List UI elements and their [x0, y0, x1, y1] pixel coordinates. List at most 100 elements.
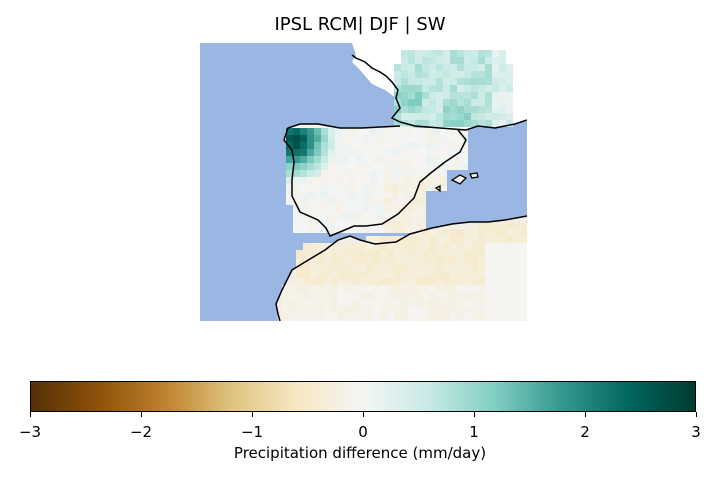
grid-cell	[520, 285, 527, 292]
grid-cell	[485, 57, 492, 64]
grid-cell	[429, 236, 436, 243]
coastline-iberia	[283, 119, 527, 237]
grid-cell	[457, 250, 464, 257]
grid-cell	[422, 78, 429, 85]
grid-cell	[419, 205, 426, 212]
grid-cell	[492, 92, 499, 99]
grid-cell	[457, 50, 464, 57]
grid-cell	[499, 299, 506, 306]
grid-cell	[328, 163, 335, 170]
grid-cell	[422, 271, 429, 278]
grid-cell	[317, 243, 324, 250]
grid-cell	[422, 278, 429, 285]
grid-cell	[513, 243, 520, 250]
grid-cell	[422, 243, 429, 250]
grid-cell	[443, 250, 450, 257]
iberia-anomaly-cells	[286, 128, 468, 233]
grid-cell	[387, 250, 394, 257]
grid-cell	[391, 170, 398, 177]
grid-cell	[307, 128, 314, 135]
grid-cell	[394, 250, 401, 257]
grid-cell	[450, 320, 457, 321]
grid-cell	[331, 257, 338, 264]
grid-cell	[310, 264, 317, 271]
grid-cell	[300, 135, 307, 142]
grid-cell	[520, 313, 527, 320]
grid-cell	[450, 92, 457, 99]
grid-cell	[286, 149, 293, 156]
grid-cell	[384, 170, 391, 177]
grid-cell	[464, 285, 471, 292]
grid-cell	[457, 299, 464, 306]
grid-cell	[485, 99, 492, 106]
grid-cell	[426, 184, 433, 191]
grid-cell	[499, 222, 506, 229]
grid-cell	[349, 163, 356, 170]
grid-cell	[520, 271, 527, 278]
grid-cell	[363, 128, 370, 135]
grid-cell	[429, 264, 436, 271]
grid-cell	[478, 243, 485, 250]
grid-cell	[464, 57, 471, 64]
grid-cell	[485, 229, 492, 236]
grid-cell	[457, 292, 464, 299]
grid-cell	[513, 299, 520, 306]
grid-cell	[464, 236, 471, 243]
grid-cell	[520, 250, 527, 257]
grid-cell	[373, 292, 380, 299]
grid-cell	[307, 177, 314, 184]
grid-cell	[450, 271, 457, 278]
grid-cell	[310, 285, 317, 292]
grid-cell	[408, 285, 415, 292]
grid-cell	[513, 285, 520, 292]
grid-cell	[405, 184, 412, 191]
grid-cell	[405, 205, 412, 212]
grid-cell	[356, 184, 363, 191]
grid-cell	[338, 313, 345, 320]
grid-cell	[419, 219, 426, 226]
grid-cell	[450, 57, 457, 64]
grid-cell	[384, 149, 391, 156]
grid-cell	[317, 264, 324, 271]
grid-cell	[293, 184, 300, 191]
grid-cell	[450, 306, 457, 313]
grid-cell	[401, 243, 408, 250]
grid-cell	[303, 306, 310, 313]
grid-cell	[499, 229, 506, 236]
grid-cell	[405, 212, 412, 219]
grid-cell	[415, 320, 422, 321]
grid-cell	[391, 198, 398, 205]
grid-cell	[300, 142, 307, 149]
grid-cell	[478, 92, 485, 99]
grid-cell	[422, 306, 429, 313]
grid-cell	[307, 205, 314, 212]
grid-cell	[513, 271, 520, 278]
grid-cell	[461, 149, 468, 156]
grid-cell	[429, 120, 436, 127]
grid-cell	[499, 106, 506, 113]
grid-cell	[363, 177, 370, 184]
grid-cell	[422, 236, 429, 243]
grid-cell	[366, 236, 373, 243]
grid-cell	[429, 113, 436, 120]
grid-cell	[310, 306, 317, 313]
grid-cell	[436, 85, 443, 92]
grid-cell	[349, 177, 356, 184]
grid-cell	[377, 184, 384, 191]
grid-cell	[293, 219, 300, 226]
grid-cell	[398, 191, 405, 198]
grid-cell	[286, 198, 293, 205]
grid-cell	[520, 320, 527, 321]
colorbar-ticks: −3 −2 −1 0 1 2 3	[19, 412, 701, 442]
grid-cell	[412, 142, 419, 149]
grid-cell	[454, 142, 461, 149]
grid-cell	[471, 113, 478, 120]
grid-cell	[408, 106, 415, 113]
grid-cell	[405, 135, 412, 142]
grid-cell	[436, 50, 443, 57]
grid-cell	[317, 292, 324, 299]
grid-cell	[380, 250, 387, 257]
grid-cell	[450, 299, 457, 306]
grid-cell	[293, 191, 300, 198]
grid-cell	[520, 299, 527, 306]
